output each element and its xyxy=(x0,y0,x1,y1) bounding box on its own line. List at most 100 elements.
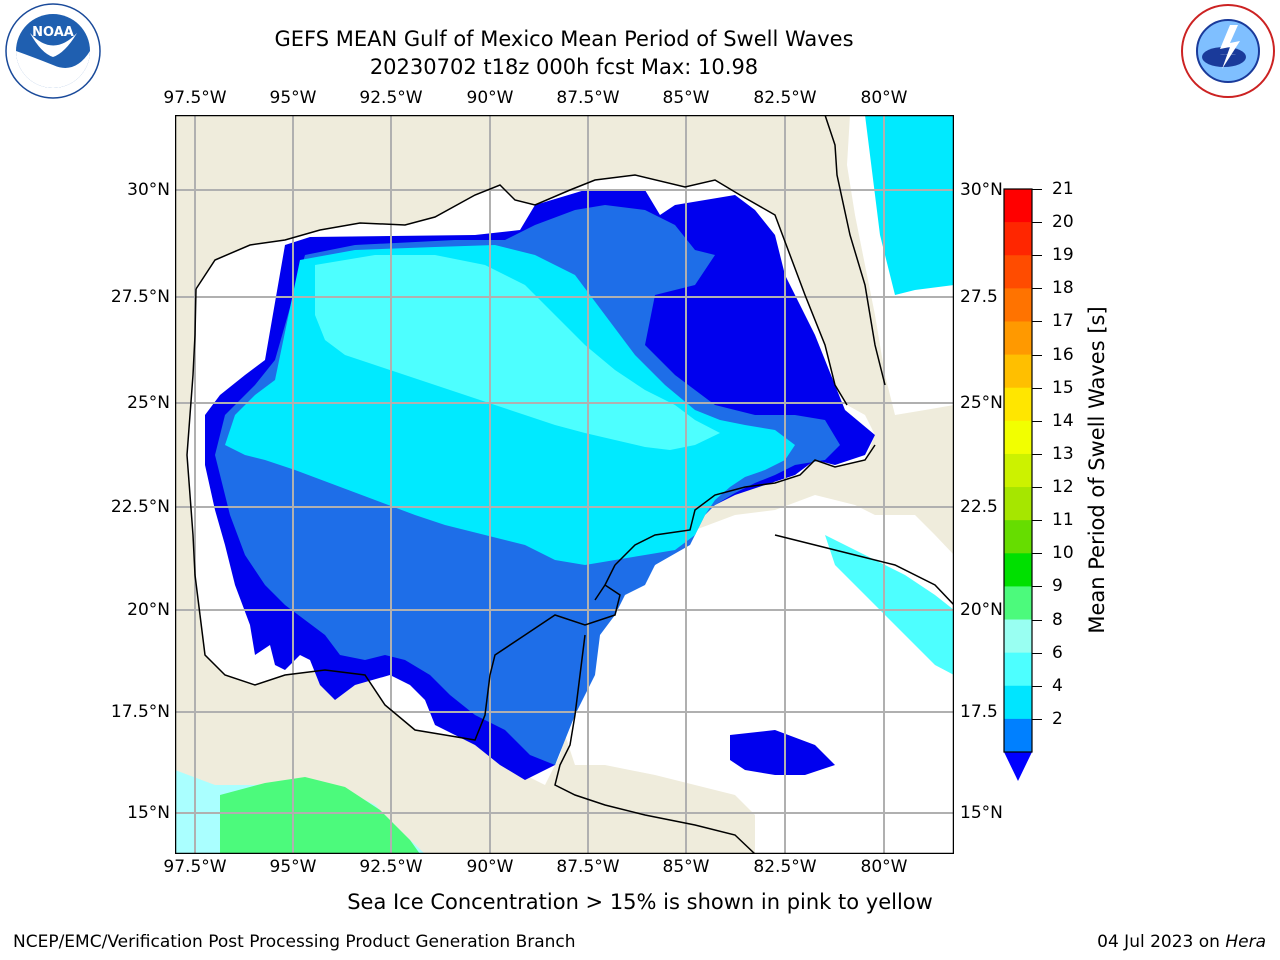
colorbar-tick-label: 17 xyxy=(1052,311,1074,332)
colorbar-tick-label: 15 xyxy=(1052,377,1074,398)
lat-tick-right: 22.5 xyxy=(960,497,998,517)
colorbar-tick-mark xyxy=(1032,222,1042,224)
colorbar-cell xyxy=(1004,255,1032,289)
chart-title: GEFS MEAN Gulf of Mexico Mean Period of … xyxy=(274,27,854,51)
colorbar-tick-label: 14 xyxy=(1052,410,1074,431)
colorbar-tick-mark xyxy=(1032,619,1042,621)
colorbar-tick-mark xyxy=(1032,387,1042,389)
colorbar-tick-mark xyxy=(1032,652,1042,654)
colorbar-tick-mark xyxy=(1032,354,1042,356)
swell-caribbean-east xyxy=(825,535,954,675)
lon-tick-bottom: 80°W xyxy=(860,857,908,877)
colorbar-cell xyxy=(1004,453,1032,488)
lon-tick-top: 92.5°W xyxy=(359,88,423,108)
colorbar-tick-label: 19 xyxy=(1052,245,1074,266)
colorbar-tick-label: 6 xyxy=(1052,642,1063,663)
lon-tick-top: 85°W xyxy=(662,88,710,108)
colorbar-tick-label: 21 xyxy=(1052,179,1074,199)
lat-tick-right: 15°N xyxy=(960,803,1003,823)
colorbar-tick-label: 13 xyxy=(1052,443,1074,464)
colorbar-cell xyxy=(1004,222,1032,256)
swell-caribbean-blue xyxy=(730,730,835,775)
colorbar-extend-arrow xyxy=(1004,752,1032,781)
lon-tick-top: 90°W xyxy=(466,88,514,108)
lat-tick-right: 17.5 xyxy=(960,702,998,722)
colorbar-tick-label: 4 xyxy=(1052,675,1063,696)
nws-logo-text: NATIONAL WEATHER SERVICE xyxy=(1221,53,1236,56)
colorbar-tick-mark xyxy=(1032,453,1042,455)
colorbar-cells xyxy=(1004,189,1032,753)
coastlines xyxy=(186,115,954,854)
lon-tick-bottom: 92.5°W xyxy=(359,857,423,877)
colorbar-tick-mark xyxy=(1032,288,1042,290)
lat-tick-right: 30°N xyxy=(960,180,1003,200)
colorbar-tick-label: 9 xyxy=(1052,576,1063,597)
noaa-logo-text: NOAA xyxy=(32,25,74,40)
colorbar-cell xyxy=(1004,685,1032,720)
lon-tick-bottom: 97.5°W xyxy=(163,857,227,877)
colorbar-tick-mark xyxy=(1032,586,1042,588)
colorbar-tick-label: 20 xyxy=(1052,212,1074,233)
colorbar-tick-label: 16 xyxy=(1052,344,1074,365)
map-frame xyxy=(175,115,954,854)
colorbar-tick-label: 10 xyxy=(1052,543,1074,564)
colorbar-tick-mark xyxy=(1032,255,1042,257)
footer-host: Hera xyxy=(1225,932,1266,952)
lat-tick-left: 27.5°N xyxy=(110,287,170,307)
colorbar-frame xyxy=(1003,188,1033,753)
footer-date: 04 Jul 2023 on Hera xyxy=(1097,932,1266,952)
swell-band-6-8 xyxy=(315,255,720,450)
colorbar-tick-label: 8 xyxy=(1052,609,1063,630)
map-plot xyxy=(175,115,954,854)
colorbar-tick-mark xyxy=(1032,553,1042,555)
colorbar-tick-mark xyxy=(1032,321,1042,323)
colorbar-cell xyxy=(1004,321,1032,356)
lon-tick-top: 87.5°W xyxy=(556,88,620,108)
colorbar-title: Mean Period of Swell Waves [s] xyxy=(1085,306,1109,634)
colorbar-tick-label: 18 xyxy=(1052,278,1074,299)
colorbar xyxy=(1003,188,1033,781)
colorbar-cell xyxy=(1004,487,1032,521)
colorbar-cell xyxy=(1004,619,1032,654)
graticule xyxy=(175,115,954,854)
colorbar-tick-mark xyxy=(1032,685,1042,687)
colorbar-cell xyxy=(1004,553,1032,587)
nws-logo: NATIONAL WEATHER SERVICE xyxy=(1180,3,1276,99)
lat-tick-left: 30°N xyxy=(127,180,170,200)
colorbar-tick-mark xyxy=(1032,420,1042,422)
footer-date-text: 04 Jul 2023 on xyxy=(1097,932,1226,952)
colorbar-tick-label: 12 xyxy=(1052,477,1074,498)
colorbar-cell xyxy=(1004,387,1032,422)
lat-tick-left: 17.5°N xyxy=(110,702,170,722)
lon-tick-top: 95°W xyxy=(269,88,317,108)
lon-tick-bottom: 85°W xyxy=(662,857,710,877)
lon-tick-bottom: 95°W xyxy=(269,857,317,877)
noaa-logo: NOAA xyxy=(5,3,101,99)
colorbar-cell xyxy=(1004,718,1032,753)
lat-tick-left: 25°N xyxy=(127,393,170,413)
lon-tick-top: 82.5°W xyxy=(753,88,817,108)
colorbar-cell xyxy=(1004,520,1032,554)
lat-tick-left: 22.5°N xyxy=(110,497,170,517)
colorbar-cell xyxy=(1004,652,1032,687)
chart-subtitle: 20230702 t18z 000h fcst Max: 10.98 xyxy=(369,55,759,79)
lat-tick-right: 20°N xyxy=(960,600,1003,620)
lat-tick-right: 27.5 xyxy=(960,287,998,307)
lat-tick-right: 25°N xyxy=(960,393,1003,413)
lat-tick-left: 20°N xyxy=(127,600,170,620)
colorbar-tick-label: 2 xyxy=(1052,708,1063,729)
colorbar-cell xyxy=(1004,189,1032,223)
lon-tick-bottom: 87.5°W xyxy=(556,857,620,877)
lon-tick-bottom: 90°W xyxy=(466,857,514,877)
colorbar-cell xyxy=(1004,288,1032,322)
colorbar-tick-label: 11 xyxy=(1052,510,1074,531)
swell-atlantic-east xyxy=(865,115,954,295)
colorbar-cell xyxy=(1004,354,1032,389)
colorbar-tick-mark xyxy=(1032,718,1042,720)
colorbar-tick-mark xyxy=(1032,487,1042,489)
lon-tick-top: 80°W xyxy=(860,88,908,108)
colorbar-tick-mark xyxy=(1032,520,1042,522)
colorbar-cell xyxy=(1004,586,1032,621)
lon-tick-top: 97.5°W xyxy=(163,88,227,108)
lat-tick-left: 15°N xyxy=(127,803,170,823)
